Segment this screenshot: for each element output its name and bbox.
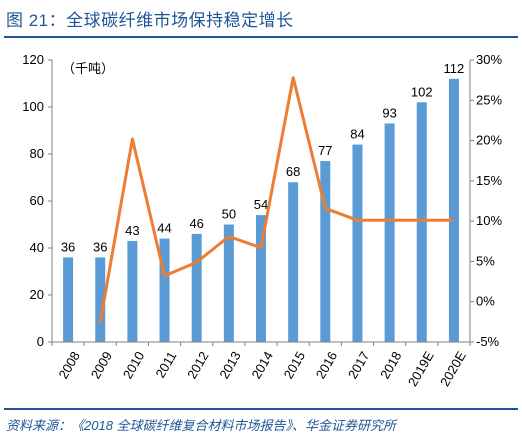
x-tick-label: 2015 (281, 349, 308, 382)
bar-value-label: 43 (125, 223, 139, 238)
x-tick-label: 2018 (377, 349, 404, 382)
right-tick-label: 5% (476, 253, 495, 268)
line-series (98, 76, 454, 323)
right-tick-label: 15% (476, 173, 502, 188)
bar-value-label: 54 (254, 197, 268, 212)
x-tick-label: 2019E (405, 349, 437, 389)
left-tick-label: 120 (22, 52, 44, 67)
bar-value-label: 84 (350, 127, 364, 142)
left-axis-ticks: 0 20 40 60 80 100 120 (22, 52, 52, 349)
bar-2011 (159, 238, 170, 342)
bar-2009 (95, 257, 106, 342)
figure-title: 图 21：全球碳纤维市场保持稳定增长 (6, 11, 294, 30)
left-tick-label: 100 (22, 99, 44, 114)
right-tick-label: 25% (476, 92, 502, 107)
left-tick-label: 80 (30, 146, 44, 161)
bar-2020E (448, 78, 459, 343)
bar-2012 (191, 233, 202, 342)
right-tick-label: 30% (476, 52, 502, 67)
bar-2014 (256, 215, 266, 342)
right-tick-label: -5% (476, 334, 500, 349)
x-tick-label: 2017 (345, 349, 372, 382)
left-tick-label: 40 (30, 240, 44, 255)
bar-2015 (288, 182, 299, 342)
bar-value-label: 102 (411, 84, 433, 99)
bar-value-labels: 36 36 43 44 46 50 54 68 77 84 93 102 112 (61, 61, 464, 255)
left-tick-label: 0 (37, 334, 44, 349)
bar-2017 (352, 144, 363, 342)
bar-2018 (384, 123, 395, 342)
left-tick-label: 20 (30, 287, 44, 302)
x-tick-label: 2012 (184, 349, 211, 382)
bar-2013 (223, 224, 234, 342)
bar-value-label: 36 (93, 239, 107, 254)
bar-value-label: 112 (444, 61, 465, 76)
bar-value-label: 93 (382, 105, 396, 120)
x-tick-label: 2009 (88, 349, 115, 382)
bar-2010 (127, 240, 138, 342)
bar-2008 (63, 257, 74, 342)
unit-label: （千吨） (62, 61, 114, 76)
bar-value-label: 77 (318, 143, 332, 158)
bars-group (63, 78, 459, 343)
x-tick-label: 2011 (152, 349, 179, 381)
bar-value-label: 36 (61, 239, 75, 254)
bar-2016 (320, 161, 331, 342)
source-divider (4, 408, 518, 410)
right-axis-ticks: -5% 0% 5% 10% 15% 20% 25% 30% (470, 52, 502, 349)
title-divider (4, 36, 518, 38)
growth-rate-line (98, 76, 454, 323)
x-tick-label: 2016 (313, 349, 340, 382)
left-tick-label: 60 (30, 193, 44, 208)
bar-value-label: 46 (189, 216, 203, 231)
x-tick-label: 2020E (437, 349, 469, 389)
right-tick-label: 20% (476, 133, 502, 148)
bar-value-label: 50 (222, 207, 236, 222)
x-tick-label: 2014 (248, 349, 275, 382)
x-axis-ticks: 2008 2009 2010 2011 2012 2013 2014 2015 2016 2017… (51, 342, 471, 389)
bar-value-label: 44 (157, 221, 171, 236)
source-note: 资料来源：《2018 全球碳纤维复合材料市场报告》、华金证券研究所 (6, 418, 397, 433)
right-tick-label: 0% (476, 294, 495, 309)
bar-value-label: 68 (286, 164, 300, 179)
right-tick-label: 10% (476, 213, 502, 228)
bar-2019E (416, 102, 427, 342)
x-tick-label: 2010 (120, 349, 147, 382)
x-tick-label: 2013 (216, 349, 243, 382)
x-tick-label: 2008 (56, 349, 83, 382)
